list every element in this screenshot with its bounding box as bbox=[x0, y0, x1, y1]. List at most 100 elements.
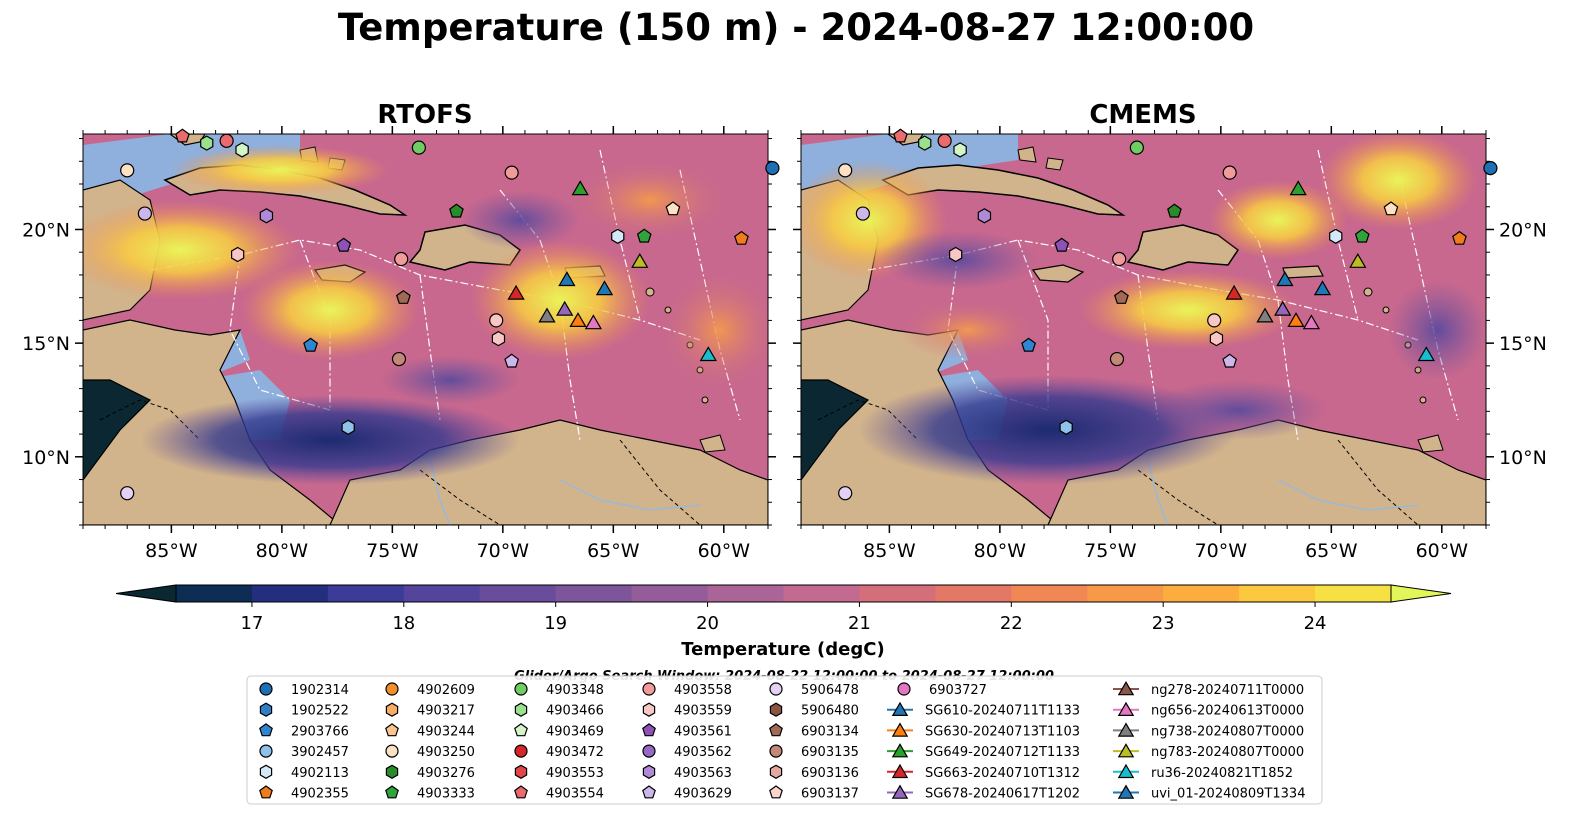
data-point-marker bbox=[918, 135, 932, 151]
legend-marker bbox=[769, 744, 783, 758]
data-point-marker bbox=[395, 289, 411, 304]
legend-label: ng783-20240807T0000 bbox=[1151, 745, 1304, 760]
colorbar-tick-label: 18 bbox=[392, 613, 415, 634]
x-axis-cmems: 85°W 80°W 75°W 70°W 65°W 60°W bbox=[800, 126, 1487, 562]
markers-rtofs bbox=[120, 128, 780, 501]
data-point-marker bbox=[504, 165, 519, 180]
y-tick-label: 10°N bbox=[1499, 447, 1547, 469]
data-point-marker bbox=[235, 142, 249, 158]
colorbar-tick-label: 23 bbox=[1152, 613, 1175, 634]
data-point-marker bbox=[504, 353, 520, 368]
data-point-marker bbox=[1059, 419, 1073, 435]
data-point-marker bbox=[411, 140, 426, 155]
data-point-marker bbox=[893, 128, 908, 143]
data-point-marker bbox=[336, 237, 352, 252]
data-point-marker bbox=[1225, 284, 1243, 300]
legend-marker bbox=[514, 785, 528, 799]
data-point-marker bbox=[1287, 312, 1305, 327]
legend-marker bbox=[514, 744, 528, 758]
legend-label: 4903250 bbox=[417, 745, 475, 760]
x-tick-label: 80°W bbox=[256, 540, 309, 562]
data-point-marker bbox=[1483, 160, 1498, 176]
data-point-marker bbox=[391, 351, 407, 367]
legend-label: 4902355 bbox=[291, 787, 349, 802]
data-point-marker bbox=[948, 246, 963, 263]
legend-marker bbox=[642, 702, 656, 717]
legend-marker bbox=[897, 682, 911, 696]
data-point-marker bbox=[1113, 289, 1129, 304]
legend-marker bbox=[1117, 763, 1135, 779]
legend-marker bbox=[642, 744, 656, 758]
chart-title: Temperature (150 m) - 2024-08-27 12:00:0… bbox=[337, 6, 1255, 49]
colorbar-bin bbox=[1163, 585, 1240, 602]
colorbar-bin bbox=[783, 585, 861, 602]
legend-label: ru36-20240821T1852 bbox=[1151, 766, 1293, 781]
data-point-marker bbox=[1276, 271, 1294, 287]
colorbar-bin bbox=[1315, 585, 1392, 602]
data-point-marker bbox=[1313, 280, 1332, 296]
legend-marker bbox=[1117, 722, 1135, 737]
x-tick-label: 65°W bbox=[1305, 540, 1358, 562]
legend-label: 4903562 bbox=[674, 745, 732, 760]
legend-label: SG630-20240713T1103 bbox=[925, 724, 1080, 739]
data-point-marker bbox=[449, 203, 464, 218]
x-tick-label: 85°W bbox=[145, 540, 198, 562]
legend-label: 6903137 bbox=[801, 787, 859, 802]
data-point-marker bbox=[665, 201, 681, 216]
data-point-marker bbox=[571, 180, 589, 196]
map-panel-cmems bbox=[800, 128, 1498, 526]
colorbar: 17 18 19 20 21 22 23 24 bbox=[115, 584, 1452, 634]
data-point-marker bbox=[569, 312, 587, 327]
legend-label: 2903766 bbox=[291, 724, 349, 739]
data-point-marker bbox=[636, 228, 652, 243]
colorbar-bin bbox=[1239, 585, 1316, 602]
data-point-marker bbox=[303, 337, 319, 352]
legend-marker bbox=[385, 744, 399, 758]
colorbar-bin bbox=[935, 585, 1012, 602]
data-point-marker bbox=[1222, 165, 1237, 180]
data-point-marker bbox=[855, 206, 870, 221]
legend-label: 5906478 bbox=[801, 683, 859, 698]
legend-marker bbox=[1117, 784, 1135, 799]
data-point-marker bbox=[219, 133, 234, 148]
colorbar-bin bbox=[707, 585, 785, 602]
colorbar-bin bbox=[251, 585, 329, 602]
data-point-marker bbox=[953, 142, 967, 158]
data-point-marker bbox=[1021, 337, 1037, 352]
x-tick-label: 80°W bbox=[974, 540, 1027, 562]
data-point-marker bbox=[1054, 237, 1070, 252]
legend-label: 4903348 bbox=[546, 683, 604, 698]
legend-marker bbox=[769, 785, 783, 799]
legend-marker bbox=[769, 682, 783, 696]
legend-label: 4903629 bbox=[674, 787, 732, 802]
panel-title-cmems: CMEMS bbox=[1089, 100, 1197, 130]
legend-label: 4903333 bbox=[417, 787, 475, 802]
legend-label: 4902609 bbox=[417, 683, 475, 698]
data-point-marker bbox=[1274, 300, 1292, 316]
data-point-marker bbox=[120, 486, 135, 501]
y-axis-right: 10°N 15°N 20°N bbox=[793, 219, 1547, 469]
legend-marker bbox=[259, 702, 273, 717]
data-point-marker bbox=[1417, 346, 1435, 362]
legend-marker bbox=[642, 723, 656, 737]
data-point-marker bbox=[231, 246, 245, 263]
data-point-marker bbox=[1209, 330, 1224, 347]
data-point-marker bbox=[259, 208, 274, 224]
data-point-marker bbox=[1289, 180, 1307, 196]
map-panel-rtofs bbox=[82, 128, 780, 526]
legend-marker bbox=[1117, 743, 1135, 758]
data-point-marker bbox=[1383, 201, 1399, 216]
legend-marker bbox=[891, 722, 909, 737]
x-tick-label: 85°W bbox=[863, 540, 916, 562]
legend-marker bbox=[891, 784, 909, 799]
data-point-marker bbox=[1109, 351, 1125, 367]
data-point-marker bbox=[631, 253, 649, 268]
colorbar-bin bbox=[631, 585, 709, 602]
data-point-marker bbox=[1256, 307, 1274, 323]
legend-marker bbox=[891, 743, 909, 758]
data-point-marker bbox=[595, 280, 614, 296]
data-point-marker bbox=[1302, 314, 1321, 330]
legend-label: ng278-20240711T0000 bbox=[1151, 683, 1304, 698]
data-point-marker bbox=[137, 206, 152, 221]
legend-marker bbox=[385, 723, 399, 737]
